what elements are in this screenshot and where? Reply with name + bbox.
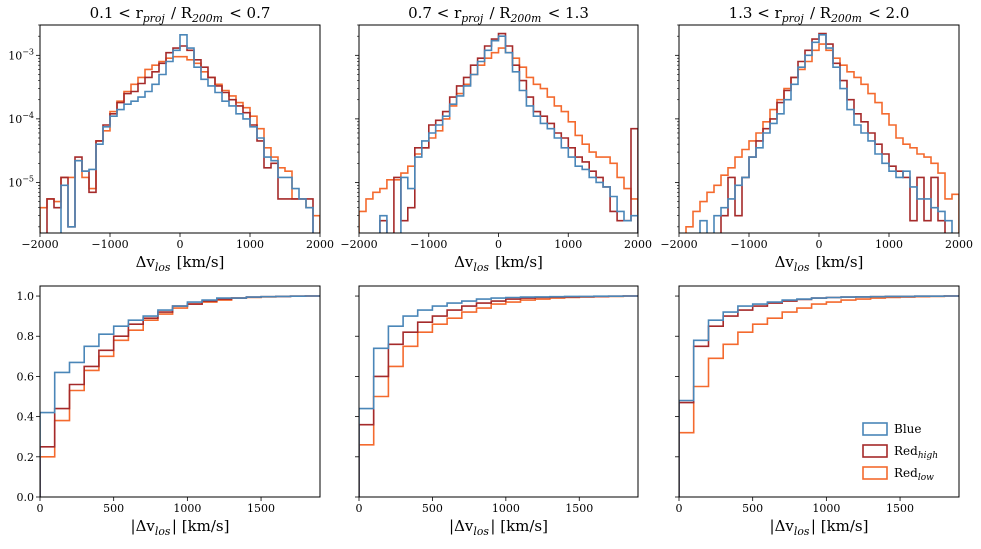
x-axis-label: Δvlos [km/s]: [136, 253, 225, 274]
series-line-blue: [699, 34, 953, 233]
x-tick-label: 1500: [565, 502, 593, 515]
x-tick-label: 0: [676, 502, 683, 515]
x-tick-label: −1000: [410, 238, 447, 251]
axes-frame: [358, 285, 639, 498]
series-line-blue: [379, 35, 638, 233]
series-line-blue: [359, 295, 638, 497]
series-group: [40, 34, 320, 233]
x-axis-label: |Δvlos | [km/s]: [770, 517, 869, 538]
panel-title: 0.1 < rproj / R200m < 0.7: [90, 4, 271, 25]
y-tick-label: 10−3: [8, 47, 34, 62]
x-tick-label: 500: [422, 502, 443, 515]
x-tick-label: −2000: [21, 238, 58, 251]
series-line-red-high: [720, 32, 946, 233]
panel-bottom-middle: 0 500 1000 1500 |Δvlos | [km/s]: [355, 285, 639, 538]
x-tick-label: −1000: [730, 238, 767, 251]
x-axis-label: Δvlos [km/s]: [775, 253, 864, 274]
x-tick-label: −2000: [660, 238, 697, 251]
series-line-red-low: [685, 43, 959, 233]
series-line-blue: [60, 34, 314, 233]
x-tick-label: 500: [742, 502, 763, 515]
axes-frame: [678, 285, 960, 498]
legend: Blue Redhigh Redlow: [862, 422, 938, 483]
y-tick-label: 0.0: [17, 491, 35, 504]
panel-bottom-left: 0 500 1000 1500 0.0 0.2 0.4 0.6 0.8 1.0 |Δvlos | […: [17, 285, 321, 538]
x-tick-label: 1000: [812, 502, 840, 515]
x-axis-label: |Δvlos | [km/s]: [449, 517, 548, 538]
x-tick-label: 1000: [554, 238, 582, 251]
series-line-red-high: [379, 32, 638, 233]
y-tick-label: 0.4: [17, 411, 35, 424]
panel-top-right: −2000 −1000 0 1000 2000 1.3 < rproj / R200m <…: [660, 4, 973, 274]
legend-swatch-blue: [862, 422, 888, 436]
panel-top-left: −2000 −1000 0 1000 2000 10−5 10−4 10−3 0.1 < rpr…: [8, 4, 334, 274]
series-group: [685, 32, 959, 233]
y-tick-label: 10−5: [8, 174, 34, 189]
x-tick-label: 1000: [173, 502, 201, 515]
series-group: [359, 295, 638, 497]
series-line-red-high: [40, 295, 320, 497]
x-tick-label: 1000: [236, 238, 264, 251]
x-tick-label: 1500: [247, 502, 275, 515]
series-group: [679, 295, 959, 497]
y-tick-label: 0.2: [17, 451, 35, 464]
x-tick-label: 0: [356, 502, 363, 515]
x-tick-label: 2000: [624, 238, 652, 251]
x-tick-label: 1000: [875, 238, 903, 251]
y-tick-label: 0.6: [17, 370, 35, 383]
y-tick-label: 1.0: [17, 290, 35, 303]
axes-frame: [39, 285, 321, 498]
panel-bottom-right: 0 500 1000 1500 |Δvlos | [km/s]: [675, 285, 960, 538]
legend-label-red-low: Redlow: [894, 466, 934, 483]
panel-top-middle: −2000 −1000 0 1000 2000 0.7 < rproj / R200m <…: [340, 4, 652, 274]
series-group: [40, 295, 320, 497]
series-line-red-low: [359, 47, 638, 233]
series-line-blue: [679, 295, 959, 497]
x-axis-label: Δvlos [km/s]: [454, 253, 543, 274]
x-tick-label: 500: [103, 502, 124, 515]
y-tick-label: 10−4: [8, 111, 34, 126]
x-tick-label: 2000: [306, 238, 334, 251]
legend-swatch-red-low: [862, 466, 888, 480]
x-tick-label: 0: [177, 238, 184, 251]
y-tick-label: 0.8: [17, 330, 35, 343]
series-line-red-low: [40, 295, 320, 497]
x-tick-label: 1000: [492, 502, 520, 515]
legend-label-blue: Blue: [894, 422, 922, 436]
panel-title: 0.7 < rproj / R200m < 1.3: [408, 4, 589, 25]
series-line-blue: [40, 295, 320, 497]
x-tick-label: 2000: [945, 238, 973, 251]
x-axis-label: |Δvlos | [km/s]: [131, 517, 230, 538]
series-group: [359, 32, 638, 233]
legend-swatch-red-high: [862, 444, 888, 458]
x-tick-label: −1000: [91, 238, 128, 251]
series-line-red-low: [40, 55, 320, 233]
x-tick-label: 0: [495, 238, 502, 251]
x-tick-label: 0: [37, 502, 44, 515]
series-line-red-high: [46, 45, 314, 233]
x-tick-label: −2000: [340, 238, 377, 251]
x-tick-label: 1500: [886, 502, 914, 515]
x-tick-label: 0: [816, 238, 823, 251]
panel-title: 1.3 < rproj / R200m < 2.0: [729, 4, 910, 25]
legend-label-red-high: Redhigh: [894, 444, 938, 461]
